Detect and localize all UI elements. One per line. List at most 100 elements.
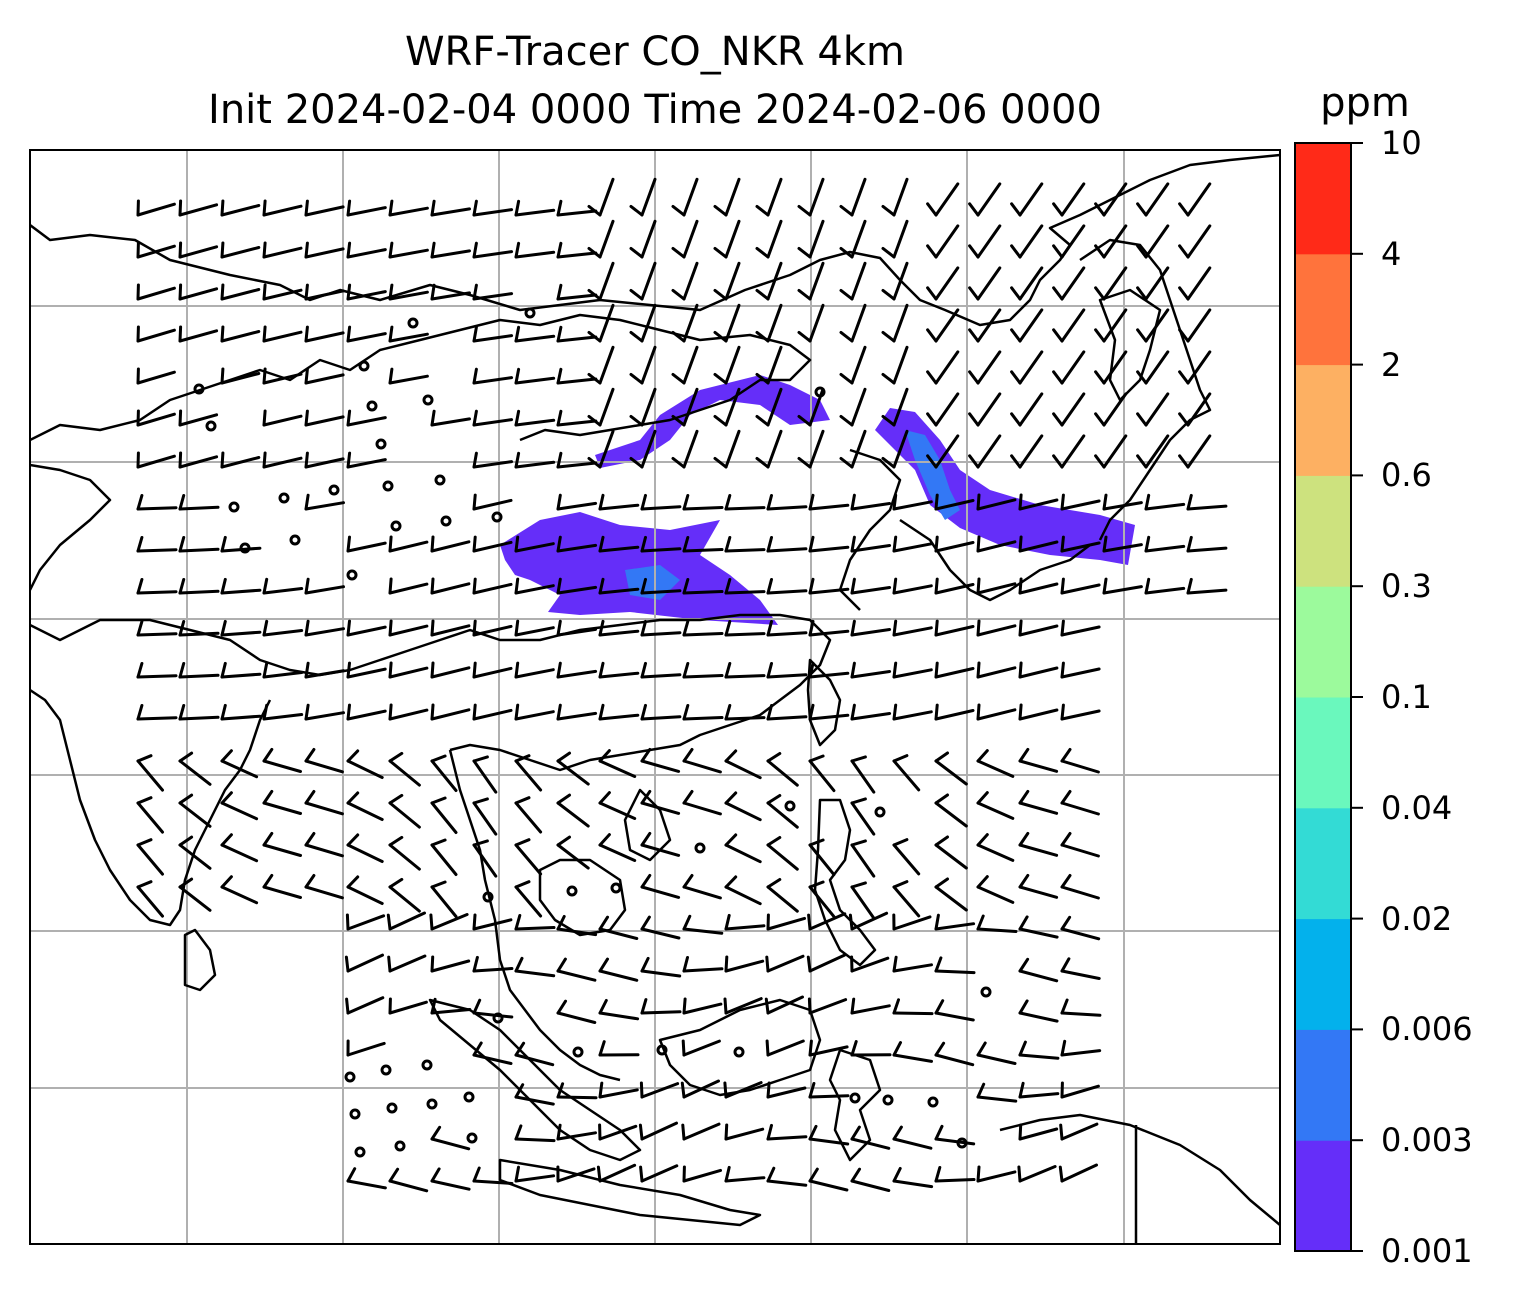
- wind-barb: [976, 624, 1017, 637]
- wind-barb-feather: [556, 367, 563, 385]
- wind-barb: [640, 759, 681, 773]
- wind-barb: [514, 969, 556, 978]
- calm-marker: [849, 1092, 861, 1104]
- wind-barb-feather: [682, 536, 690, 553]
- wind-barb: [178, 673, 220, 679]
- wind-barb-feather: [808, 880, 825, 889]
- wind-barb: [220, 288, 261, 301]
- wind-barb: [1186, 266, 1212, 301]
- wind-barb-feather: [178, 451, 183, 469]
- wind-barb-feather: [806, 955, 812, 973]
- wind-barb-feather: [1136, 454, 1148, 469]
- wind-barb: [1018, 927, 1059, 939]
- wind-barb-feather: [1136, 370, 1148, 385]
- wind-barb: [472, 292, 514, 301]
- wind-barb-feather: [178, 536, 186, 553]
- wind-barb: [304, 669, 345, 679]
- wind-barb: [682, 548, 724, 553]
- wind-barb: [598, 801, 637, 820]
- wind-barb-feather: [472, 409, 478, 427]
- wind-barb-feather: [1060, 619, 1065, 637]
- wind-barb-feather: [136, 796, 153, 805]
- wind-barb-feather: [304, 874, 316, 889]
- wind-barb-feather: [514, 914, 522, 931]
- calm-marker: [193, 383, 205, 395]
- wind-barb-feather: [587, 414, 602, 427]
- wind-barb-feather: [1102, 493, 1108, 511]
- wind-barb-feather: [934, 1166, 942, 1183]
- wind-barb: [430, 417, 471, 427]
- wind-barb-feather: [892, 1041, 902, 1057]
- wind-barb: [892, 626, 933, 637]
- wind-barb: [682, 759, 722, 774]
- wind-barb-feather: [926, 244, 938, 259]
- calm-marker: [572, 1046, 584, 1058]
- wind-barb: [556, 585, 598, 595]
- wind-barb: [556, 251, 598, 259]
- wind-barb-feather: [682, 748, 694, 763]
- wind-barb-feather: [755, 246, 770, 259]
- wind-barb-feather: [1178, 328, 1190, 343]
- wind-barb: [1018, 392, 1044, 427]
- wind-barb-feather: [892, 880, 909, 889]
- wind-barb: [850, 586, 892, 595]
- wind-barb: [640, 673, 682, 679]
- wind-barb: [682, 1079, 720, 1099]
- calm-marker: [524, 307, 536, 319]
- wind-barb-feather: [1136, 412, 1148, 427]
- wind-barb: [892, 915, 932, 931]
- wind-barb-feather: [472, 451, 478, 469]
- calm-marker: [328, 484, 340, 496]
- wind-barb-feather: [178, 241, 183, 259]
- wind-barb-feather: [587, 456, 602, 469]
- wind-barb: [514, 710, 555, 721]
- wind-barb: [262, 246, 303, 259]
- wind-barb-feather: [262, 241, 267, 259]
- wind-barb: [346, 416, 387, 427]
- wind-barb: [682, 590, 724, 595]
- wind-barb-feather: [430, 661, 435, 679]
- wind-barb: [640, 177, 657, 217]
- wind-barb: [1060, 434, 1086, 469]
- wind-barb: [682, 303, 699, 343]
- wind-barb: [514, 376, 556, 385]
- wind-barb-feather: [724, 749, 738, 763]
- wind-barb-feather: [556, 957, 567, 973]
- wind-barb: [724, 801, 762, 822]
- wind-barb-feather: [220, 535, 227, 553]
- wind-barb: [430, 207, 471, 217]
- wind-barb: [514, 1095, 555, 1106]
- wind-barb: [430, 959, 471, 973]
- wind-barb-feather: [598, 535, 605, 553]
- wind-barb: [472, 418, 514, 427]
- wind-barb: [556, 1167, 596, 1183]
- wind-barb: [1102, 585, 1143, 595]
- tracer-plume-central-band: [595, 375, 830, 468]
- wind-barb: [598, 503, 640, 511]
- wind-barb-feather: [850, 839, 867, 847]
- wind-barb-feather: [934, 535, 939, 553]
- wind-barb-feather: [1060, 703, 1065, 721]
- wind-barb: [178, 505, 220, 511]
- wind-barb: [598, 1124, 638, 1141]
- wind-barb-feather: [724, 662, 732, 679]
- wind-barb: [640, 219, 657, 259]
- calm-marker: [434, 474, 446, 486]
- wind-barb-feather: [587, 372, 602, 385]
- wind-barb: [1060, 801, 1100, 816]
- wind-barb: [388, 843, 421, 871]
- wind-barb: [304, 585, 345, 595]
- wind-barb-feather: [430, 535, 435, 553]
- wind-barb: [1060, 667, 1101, 679]
- wind-barb-feather: [1052, 244, 1064, 259]
- wind-barb: [976, 1053, 1017, 1065]
- wind-barb: [640, 1121, 678, 1141]
- wind-barb: [472, 708, 513, 721]
- wind-barb-feather: [514, 703, 520, 721]
- wind-barb: [850, 759, 876, 794]
- wind-barb: [976, 392, 1002, 427]
- wind-barb-feather: [839, 330, 854, 343]
- calm-marker: [382, 480, 394, 492]
- wind-barb-feather: [682, 494, 690, 511]
- wind-barb: [682, 1168, 722, 1183]
